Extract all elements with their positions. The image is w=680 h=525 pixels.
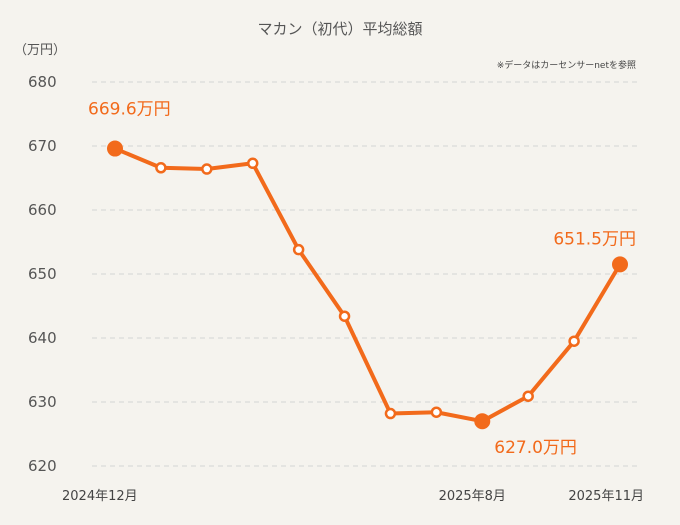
- data-point: [384, 407, 397, 420]
- y-unit-label: （万円）: [14, 43, 66, 58]
- data-point: [155, 162, 167, 174]
- value-callout: 669.6万円: [88, 100, 171, 120]
- chart-title: マカン（初代）平均総額: [257, 20, 422, 38]
- data-point-highlight: [107, 140, 123, 157]
- callouts-layer: 669.6万円 627.0万円 651.5万円: [88, 100, 636, 459]
- data-point: [522, 390, 534, 402]
- x-tick-label: 2024年12月: [62, 489, 138, 504]
- grid: [92, 81, 640, 467]
- x-tick-label: 2025年8月: [439, 489, 506, 504]
- y-tick-label: 630: [28, 393, 57, 411]
- value-callout: 627.0万円: [494, 438, 577, 458]
- y-axis: 620 630 640 650 660 670 680: [28, 73, 57, 475]
- y-tick-label: 660: [28, 201, 57, 219]
- y-tick-label: 640: [28, 329, 57, 347]
- data-point-highlight: [612, 256, 628, 273]
- data-point-highlight: [474, 413, 491, 430]
- y-tick-label: 680: [28, 73, 57, 91]
- x-tick-label: 2025年11月: [568, 489, 644, 504]
- value-callout: 651.5万円: [553, 229, 636, 249]
- y-tick-label: 650: [28, 265, 57, 283]
- data-point: [292, 243, 305, 256]
- data-point: [246, 157, 259, 170]
- series-line-layer: [113, 146, 622, 424]
- data-point: [201, 163, 213, 175]
- data-point: [568, 335, 580, 347]
- source-note: ※データはカーセンサーnetを参照: [497, 59, 636, 71]
- x-axis: 2024年12月 2025年8月 2025年11月: [62, 489, 644, 504]
- data-point: [338, 310, 351, 322]
- data-point: [430, 406, 443, 418]
- series-line: [113, 146, 622, 424]
- y-tick-label: 670: [28, 137, 57, 155]
- y-tick-label: 620: [28, 457, 57, 475]
- points-layer: [107, 140, 628, 430]
